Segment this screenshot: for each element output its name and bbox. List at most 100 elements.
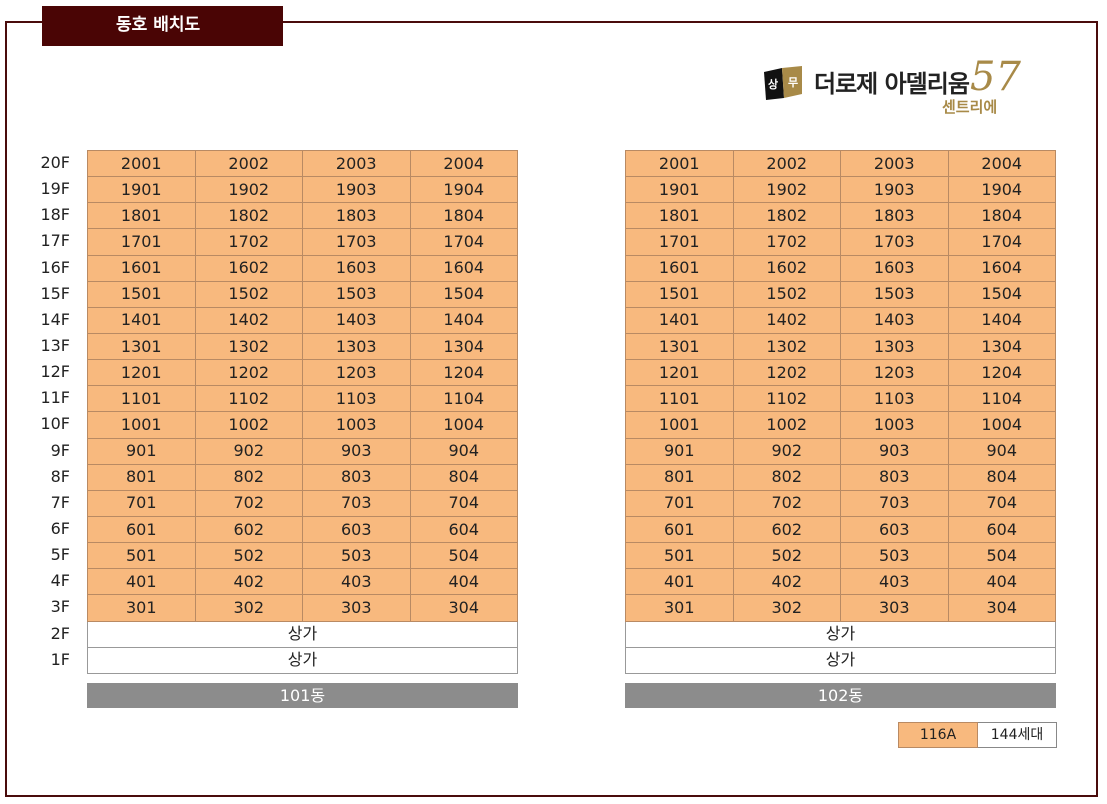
unit-cell[interactable]: 1702 [732,228,841,256]
unit-cell[interactable]: 604 [947,515,1056,544]
unit-cell[interactable]: 1904 [409,176,518,204]
unit-cell[interactable]: 502 [732,542,841,570]
unit-cell[interactable]: 1403 [302,306,411,334]
unit-cell[interactable]: 1903 [840,176,949,204]
unit-cell[interactable]: 302 [732,594,841,622]
unit-cell[interactable]: 2004 [409,149,518,178]
unit-cell[interactable]: 901 [87,437,196,465]
unit-cell[interactable]: 901 [625,437,734,465]
unit-cell[interactable]: 804 [947,463,1056,491]
unit-cell[interactable]: 303 [840,594,949,622]
unit-cell[interactable]: 1301 [625,332,734,361]
unit-cell[interactable]: 601 [87,515,196,544]
unit-cell[interactable]: 1803 [840,202,949,230]
unit-cell[interactable]: 1003 [840,411,949,439]
unit-cell[interactable]: 801 [625,463,734,491]
unit-cell[interactable]: 404 [947,568,1056,596]
unit-cell[interactable]: 1501 [625,280,734,308]
unit-cell[interactable]: 1503 [840,280,949,308]
unit-cell[interactable]: 1903 [302,176,411,204]
unit-cell[interactable]: 1403 [840,306,949,334]
unit-cell[interactable]: 704 [409,489,518,517]
unit-cell[interactable]: 401 [625,568,734,596]
unit-cell[interactable]: 504 [947,542,1056,570]
unit-cell[interactable]: 301 [87,594,196,622]
unit-cell[interactable]: 1302 [732,332,841,361]
unit-cell[interactable]: 1901 [87,176,196,204]
unit-cell[interactable]: 803 [302,463,411,491]
unit-cell[interactable]: 302 [194,594,303,622]
unit-cell[interactable]: 404 [409,568,518,596]
unit-cell[interactable]: 1004 [947,411,1056,439]
unit-cell[interactable]: 1304 [409,332,518,361]
unit-cell[interactable]: 1902 [732,176,841,204]
unit-cell[interactable]: 502 [194,542,303,570]
unit-cell[interactable]: 1402 [732,306,841,334]
unit-cell[interactable]: 1201 [625,359,734,387]
shop-cell[interactable]: 상가 [87,646,518,674]
unit-cell[interactable]: 702 [732,489,841,517]
unit-cell[interactable]: 604 [409,515,518,544]
unit-cell[interactable]: 704 [947,489,1056,517]
unit-cell[interactable]: 804 [409,463,518,491]
unit-cell[interactable]: 1203 [302,359,411,387]
unit-cell[interactable]: 702 [194,489,303,517]
unit-cell[interactable]: 1504 [947,280,1056,308]
unit-cell[interactable]: 1701 [625,228,734,256]
unit-cell[interactable]: 902 [194,437,303,465]
unit-cell[interactable]: 1804 [947,202,1056,230]
unit-cell[interactable]: 1202 [194,359,303,387]
unit-cell[interactable]: 1303 [840,332,949,361]
unit-cell[interactable]: 1603 [302,254,411,282]
unit-cell[interactable]: 1202 [732,359,841,387]
unit-cell[interactable]: 1404 [947,306,1056,334]
unit-cell[interactable]: 1802 [194,202,303,230]
unit-cell[interactable]: 1404 [409,306,518,334]
unit-cell[interactable]: 1001 [87,411,196,439]
unit-cell[interactable]: 1703 [840,228,949,256]
unit-cell[interactable]: 304 [947,594,1056,622]
unit-cell[interactable]: 1601 [625,254,734,282]
unit-cell[interactable]: 904 [409,437,518,465]
unit-cell[interactable]: 402 [194,568,303,596]
unit-cell[interactable]: 1703 [302,228,411,256]
unit-cell[interactable]: 703 [840,489,949,517]
unit-cell[interactable]: 504 [409,542,518,570]
unit-cell[interactable]: 601 [625,515,734,544]
unit-cell[interactable]: 1302 [194,332,303,361]
unit-cell[interactable]: 1802 [732,202,841,230]
unit-cell[interactable]: 2004 [947,149,1056,178]
unit-cell[interactable]: 1801 [87,202,196,230]
unit-cell[interactable]: 802 [732,463,841,491]
unit-cell[interactable]: 1602 [732,254,841,282]
unit-cell[interactable]: 503 [302,542,411,570]
unit-cell[interactable]: 2002 [194,149,303,178]
unit-cell[interactable]: 701 [625,489,734,517]
unit-cell[interactable]: 1104 [409,385,518,413]
unit-cell[interactable]: 703 [302,489,411,517]
unit-cell[interactable]: 1203 [840,359,949,387]
unit-cell[interactable]: 1604 [409,254,518,282]
unit-cell[interactable]: 1104 [947,385,1056,413]
unit-cell[interactable]: 401 [87,568,196,596]
unit-cell[interactable]: 2001 [87,149,196,178]
unit-cell[interactable]: 303 [302,594,411,622]
shop-cell[interactable]: 상가 [87,620,518,648]
unit-cell[interactable]: 1704 [409,228,518,256]
unit-cell[interactable]: 402 [732,568,841,596]
shop-cell[interactable]: 상가 [625,646,1056,674]
unit-cell[interactable]: 403 [302,568,411,596]
unit-cell[interactable]: 503 [840,542,949,570]
unit-cell[interactable]: 1401 [625,306,734,334]
unit-cell[interactable]: 1304 [947,332,1056,361]
unit-cell[interactable]: 803 [840,463,949,491]
unit-cell[interactable]: 603 [840,515,949,544]
unit-cell[interactable]: 1102 [732,385,841,413]
unit-cell[interactable]: 904 [947,437,1056,465]
unit-cell[interactable]: 501 [87,542,196,570]
unit-cell[interactable]: 1501 [87,280,196,308]
unit-cell[interactable]: 801 [87,463,196,491]
unit-cell[interactable]: 1602 [194,254,303,282]
unit-cell[interactable]: 1004 [409,411,518,439]
unit-cell[interactable]: 1902 [194,176,303,204]
